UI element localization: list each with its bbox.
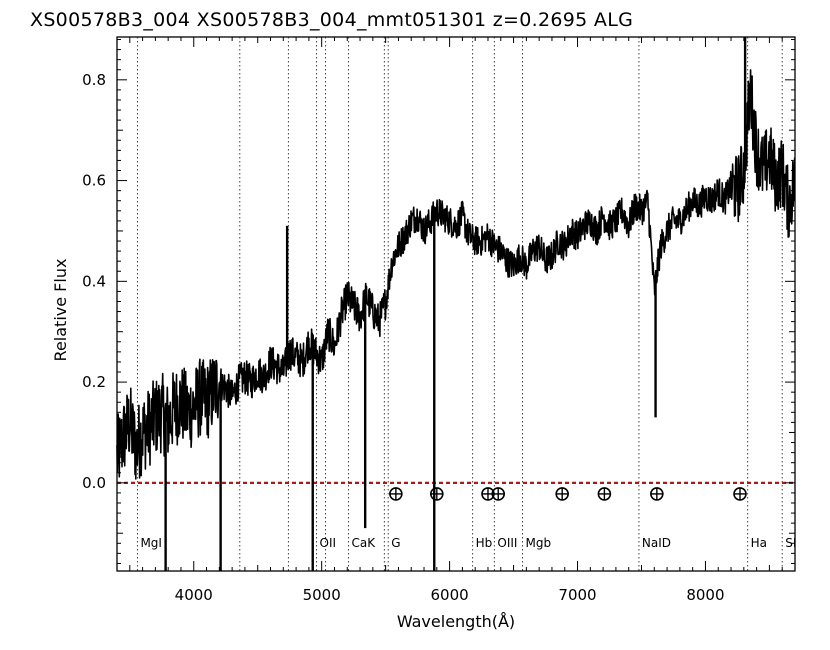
spectral-line-labels: MgI OII CaK G Hb OIII Mgb NaID Ha SI	[140, 536, 796, 550]
spectral-lines	[136, 37, 783, 571]
x-axis: 4000 5000 6000 7000 8000	[129, 37, 796, 604]
spectral-line-label: Ha	[751, 536, 767, 550]
telluric-markers	[389, 487, 747, 501]
spectral-line-label: OIII	[497, 536, 517, 550]
x-tick-label: 7000	[558, 586, 596, 604]
spectral-line-label: G	[391, 536, 400, 550]
x-axis-label: Wavelength(Å)	[397, 612, 515, 631]
x-tick-label: 4000	[175, 586, 213, 604]
telluric-marker-icon	[491, 487, 506, 501]
telluric-marker-icon	[597, 487, 612, 501]
spectral-line-label: CaK	[352, 536, 377, 550]
telluric-marker-icon	[650, 487, 664, 501]
x-tick-label: 8000	[686, 586, 724, 604]
spectral-line-label: NaID	[642, 536, 671, 550]
series-layer	[116, 69, 796, 480]
y-axis-label: Relative Flux	[51, 259, 70, 362]
x-tick-label: 5000	[303, 586, 341, 604]
y-tick-label: 0.0	[82, 474, 106, 492]
telluric-marker-icon	[430, 487, 444, 501]
spectral-line-label: SI	[785, 536, 796, 550]
y-tick-label: 0.6	[82, 172, 106, 190]
chart-title: XS00578B3_004 XS00578B3_004_mmt051301 z=…	[30, 9, 633, 31]
spectrum-series	[116, 69, 796, 480]
spectral-line-label: MgI	[140, 536, 162, 550]
plot-frame	[116, 36, 796, 572]
y-tick-label: 0.2	[82, 373, 106, 391]
y-tick-label: 0.4	[82, 272, 106, 290]
y-tick-label: 0.8	[82, 71, 106, 89]
telluric-marker-icon	[389, 487, 403, 501]
spectral-line-label: Hb	[476, 536, 493, 550]
spike-layer	[164, 37, 747, 571]
spectral-line-label: Mgb	[526, 536, 552, 550]
y-axis: 0.0 0.2 0.4 0.6 0.8	[82, 39, 795, 564]
spectral-line-label: OII	[320, 536, 337, 550]
x-tick-label: 6000	[431, 586, 469, 604]
plot-area: MgI OII CaK G Hb OIII Mgb NaID Ha SI	[116, 37, 796, 571]
telluric-marker-icon	[733, 487, 747, 501]
telluric-marker-icon	[555, 487, 569, 501]
